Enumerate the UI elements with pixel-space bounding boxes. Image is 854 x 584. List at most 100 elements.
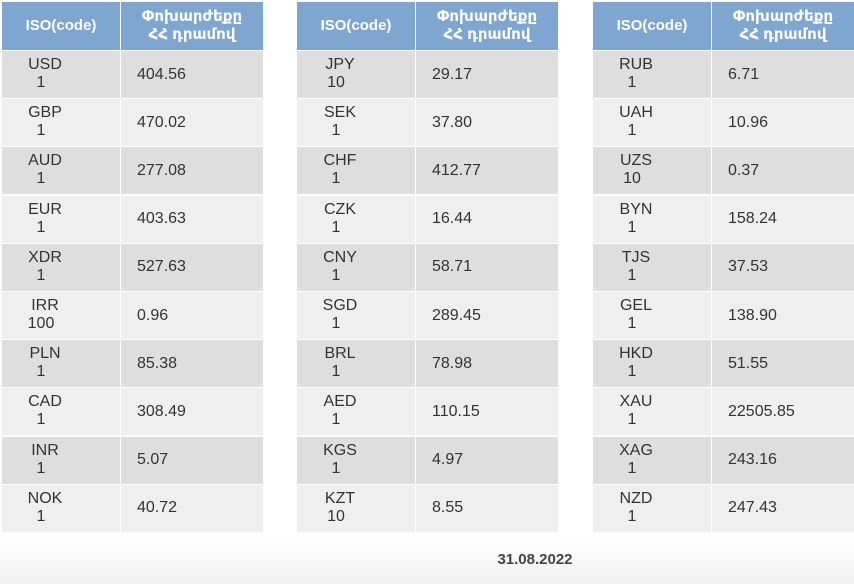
code-cell: UAH 1: [593, 99, 711, 147]
rate-value: 110.15: [416, 388, 558, 436]
unit-amount: 1: [627, 122, 637, 140]
code-cell: SGD 1: [297, 292, 415, 339]
code-cell: GEL 1: [593, 292, 711, 339]
rate-value: 308.49: [121, 388, 263, 436]
rate-value: 29.17: [416, 51, 558, 98]
code-cell: AED 1: [297, 388, 415, 436]
currency-code: KGS: [323, 441, 357, 459]
rate-value: 40.72: [121, 484, 263, 532]
unit-amount: 1: [627, 266, 637, 284]
code-cell: XAG 1: [593, 436, 711, 484]
currency-code: CZK: [324, 200, 356, 218]
currency-code: UAH: [619, 104, 653, 122]
rate-value: 78.98: [416, 340, 558, 388]
code-cell: INR 1: [2, 436, 120, 484]
unit-amount: 10: [623, 170, 641, 188]
header-rate-line: ՀՀ դրամով: [443, 26, 531, 43]
currency-code: BYN: [619, 200, 653, 218]
code-cell: BYN 1: [593, 195, 711, 243]
currency-code: CNY: [323, 248, 357, 266]
code-cell: NOK 1: [2, 484, 120, 532]
unit-amount: 1: [627, 507, 637, 525]
currency-code: SEK: [323, 104, 356, 122]
code-cell: UZS 10: [593, 147, 711, 195]
rate-value: 22505.85: [712, 388, 854, 436]
code-cell: HKD 1: [593, 340, 711, 388]
unit-amount: 1: [36, 74, 46, 91]
rate-value: 58.71: [416, 243, 558, 291]
currency-code: SGD: [322, 297, 358, 314]
currency-code: USD: [28, 56, 62, 73]
unit-amount: 1: [36, 507, 46, 525]
currency-code: RUB: [619, 56, 653, 73]
header-rate: Փոխարժեքը ՀՀ դրամով: [712, 2, 854, 50]
rate-value: 403.63: [121, 195, 263, 243]
unit-amount: 1: [36, 122, 46, 140]
unit-amount: 1: [331, 315, 341, 332]
currency-code: NOK: [27, 489, 63, 507]
unit-amount: 1: [36, 459, 46, 477]
header-rate: Փոխարժեքը ՀՀ դրամով: [416, 2, 558, 50]
currency-code: BRL: [324, 345, 356, 363]
rate-value: 37.80: [416, 99, 558, 147]
code-cell: CZK 1: [297, 195, 415, 243]
code-cell: KZT 10: [297, 484, 415, 532]
currency-code: TJS: [621, 248, 651, 266]
date: 31.08.2022: [497, 551, 573, 568]
unit-amount: 1: [36, 170, 46, 188]
rate-value: 412.77: [416, 147, 558, 195]
rate-value: 277.08: [121, 147, 263, 195]
unit-amount: 10: [327, 74, 345, 91]
currency-code: UZS: [620, 152, 652, 170]
rate-value: 6.71: [712, 51, 854, 98]
currency-code: CHF: [323, 152, 357, 170]
rate-value: 5.07: [121, 436, 263, 484]
currency-code: XDR: [28, 248, 62, 266]
header-rate: Փոխարժեքը ՀՀ դրամով: [121, 2, 263, 50]
unit-amount: 1: [627, 315, 637, 332]
unit-amount: 1: [331, 170, 341, 188]
rate-value: 404.56: [121, 51, 263, 98]
currency-code: EUR: [28, 200, 62, 218]
code-cell: CAD 1: [2, 388, 120, 436]
code-cell: TJS 1: [593, 243, 711, 291]
code-cell: RUB 1: [593, 51, 711, 98]
unit-amount: 1: [36, 218, 46, 236]
currency-code: XAG: [619, 441, 653, 459]
unit-amount: 100: [27, 315, 55, 332]
header-rate-line: ՀՀ դրամով: [739, 26, 827, 43]
rate-value: 85.38: [121, 340, 263, 388]
unit-amount: 1: [627, 411, 637, 429]
currency-code: GEL: [619, 297, 652, 314]
code-cell: CNY 1: [297, 243, 415, 291]
unit-amount: 1: [331, 363, 341, 381]
rate-value: 10.96: [712, 99, 854, 147]
unit-amount: 1: [36, 363, 46, 381]
code-cell: GBP 1: [2, 99, 120, 147]
unit-amount: 1: [331, 218, 341, 236]
code-cell: USD 1: [2, 51, 120, 98]
header-code: ISO(code): [2, 2, 120, 50]
currency-code: XAU: [619, 393, 653, 411]
rate-value: 37.53: [712, 243, 854, 291]
header-rate-line: Փոխարժեքը: [732, 8, 834, 25]
rate-value: 8.55: [416, 484, 558, 532]
header-code: ISO(code): [297, 2, 415, 50]
rate-value: 4.97: [416, 436, 558, 484]
rate-value: 0.96: [121, 292, 263, 339]
code-cell: IRR 100: [2, 292, 120, 339]
rate-value: 470.02: [121, 99, 263, 147]
code-cell: BRL 1: [297, 340, 415, 388]
currency-code: JPY: [325, 56, 355, 73]
header-code: ISO(code): [593, 2, 711, 50]
unit-amount: 10: [327, 507, 345, 525]
currency-code: GBP: [28, 104, 62, 122]
code-cell: AUD 1: [2, 147, 120, 195]
code-cell: EUR 1: [2, 195, 120, 243]
rate-value: 247.43: [712, 484, 854, 532]
currency-code: AUD: [28, 152, 62, 170]
rate-value: 289.45: [416, 292, 558, 339]
rate-value: 16.44: [416, 195, 558, 243]
unit-amount: 1: [36, 266, 46, 284]
